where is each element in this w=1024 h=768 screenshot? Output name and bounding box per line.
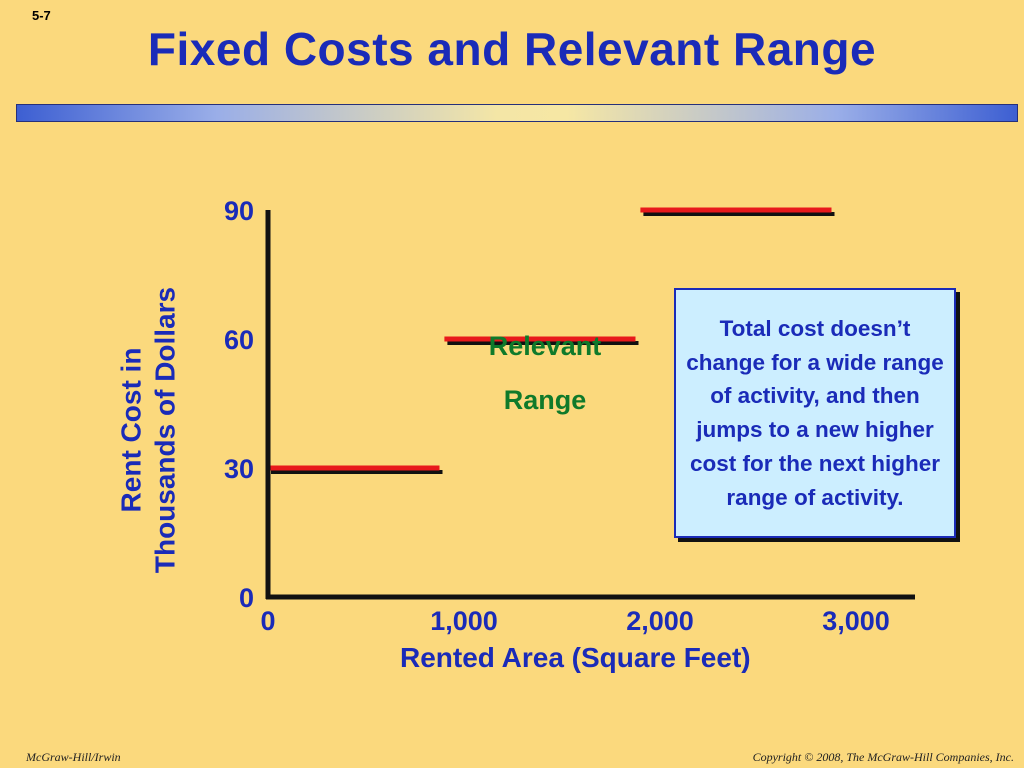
y-tick-label: 60 [224, 325, 254, 355]
x-axis-label: Rented Area (Square Feet) [400, 642, 751, 673]
y-tick-label: 30 [224, 454, 254, 484]
title-divider-bar [16, 104, 1018, 122]
slide-title: Fixed Costs and Relevant Range [147, 23, 877, 75]
relevant-range-label-line1: Relevant [488, 331, 602, 361]
y-axis-label-line1: Rent Cost in [115, 347, 147, 513]
relevant-range-label-line2: Range [503, 385, 587, 415]
x-tick-label: 2,000 [626, 606, 694, 636]
x-tick-label: 1,000 [430, 606, 498, 636]
y-axis-label-line2: Thousands of Dollars [149, 286, 180, 574]
callout-box: Total cost doesn’t change for a wide ran… [674, 288, 956, 538]
y-tick-label: 90 [224, 196, 254, 226]
footer-publisher: McGraw-Hill/Irwin [26, 750, 121, 764]
footer-copyright: Copyright © 2008, The McGraw-Hill Compan… [752, 750, 1014, 764]
x-tick-label: 0 [260, 606, 275, 636]
y-tick-label: 0 [239, 583, 254, 613]
x-tick-label: 3,000 [822, 606, 890, 636]
callout-text: Total cost doesn’t change for a wide ran… [686, 315, 944, 510]
relevant-range-label: Relevant Range [474, 331, 616, 415]
y-axis-label: Rent Cost in Thousands of Dollars [114, 287, 181, 573]
slide-number: 5-7 [32, 8, 51, 23]
